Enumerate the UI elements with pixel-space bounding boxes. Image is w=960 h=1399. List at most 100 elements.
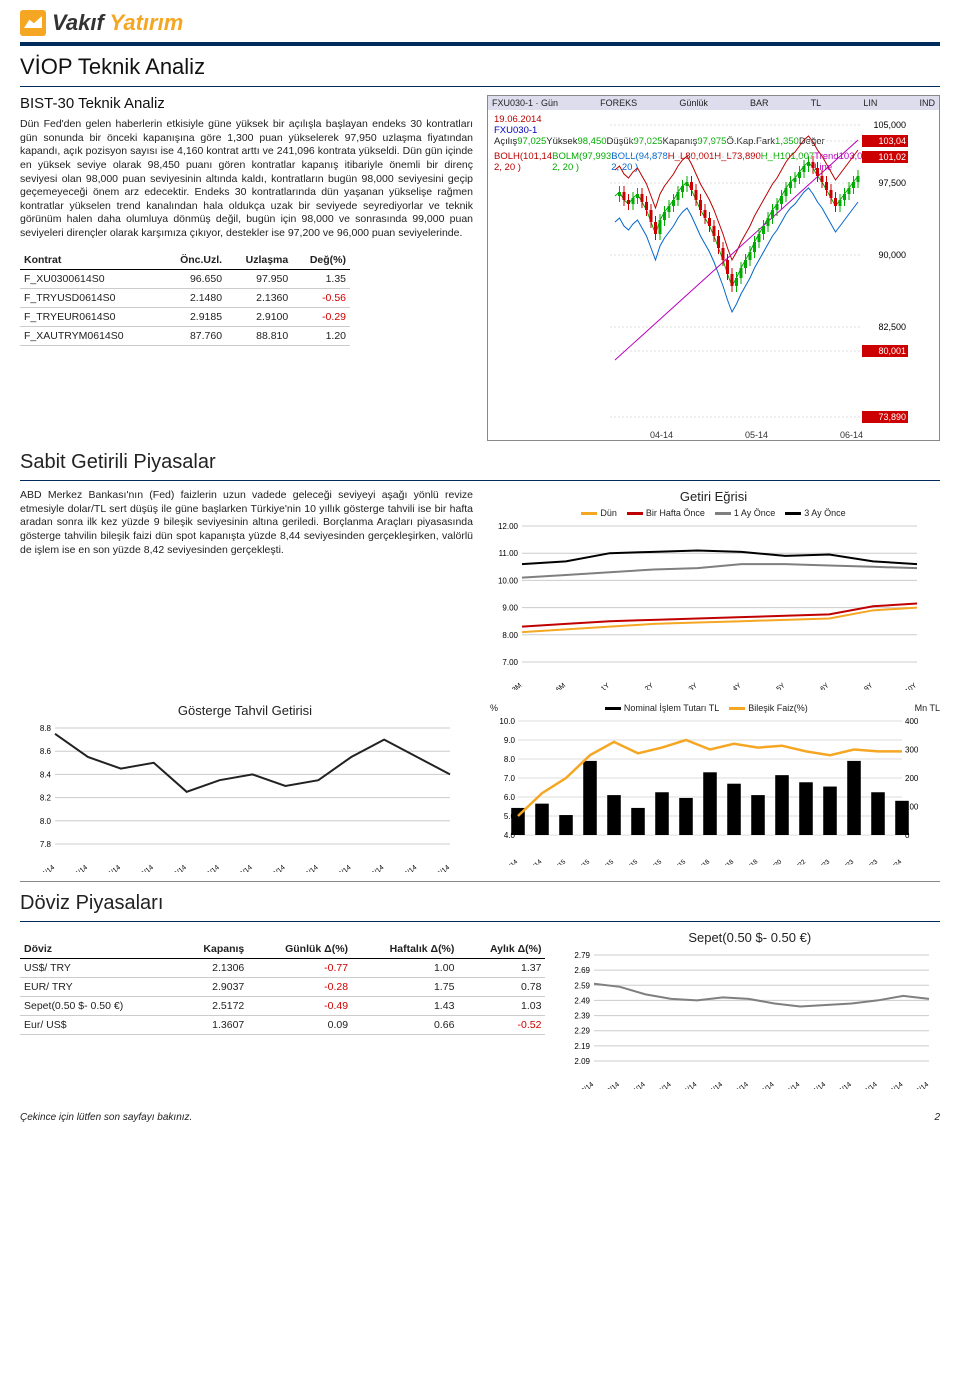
svg-text:23/05/14: 23/05/14 (64, 864, 89, 872)
footer: Çekince için lütfen son sayfayı bakınız.… (20, 1112, 940, 1123)
nominal-legend: % Nominal İşlem Tutarı TLBileşik Faiz(%)… (490, 703, 940, 713)
svg-text:7.00: 7.00 (502, 658, 518, 667)
svg-text:03/06/14: 03/06/14 (854, 1081, 879, 1089)
svg-text:11.00: 11.00 (499, 549, 519, 558)
svg-text:80,001: 80,001 (878, 346, 906, 356)
svg-text:18/05/15: 18/05/15 (617, 858, 640, 865)
nominal-chart: 10.09.08.07.06.05.04.0400300200100024/09… (490, 715, 930, 865)
svg-text:14/11/18: 14/11/18 (737, 858, 760, 865)
svg-text:13/01/22: 13/01/22 (785, 858, 808, 865)
svg-text:13/06/14: 13/06/14 (327, 864, 352, 872)
svg-text:04-14: 04-14 (650, 430, 673, 440)
viop-subtitle: BIST-30 Teknik Analiz (20, 95, 473, 112)
divider (20, 480, 940, 481)
svg-text:8.0: 8.0 (504, 755, 516, 764)
svg-text:07/10/15: 07/10/15 (665, 858, 688, 865)
svg-text:8.8: 8.8 (40, 724, 52, 733)
svg-text:14/02/18: 14/02/18 (713, 858, 736, 865)
svg-text:10/06/14: 10/06/14 (880, 1081, 905, 1089)
svg-text:8.6: 8.6 (40, 747, 52, 756)
gosterge-title: Gösterge Tahvil Getirisi (20, 703, 470, 718)
svg-text:4Y: 4Y (732, 682, 743, 690)
sepet-chart: 2.792.692.592.492.392.292.192.0918/03/14… (559, 949, 939, 1089)
doviz-title: Döviz Piyasaları (20, 892, 940, 915)
svg-text:17/06/14: 17/06/14 (905, 1081, 930, 1089)
kontrat-table: KontratÖnc.Uzl.UzlaşmaDeğ(%) F_XU0300614… (20, 251, 350, 346)
svg-text:05-14: 05-14 (745, 430, 768, 440)
svg-text:2.79: 2.79 (575, 951, 591, 960)
stock-date: 19.06.2014 (494, 114, 604, 125)
svg-text:90,000: 90,000 (878, 250, 906, 260)
stock-chart: FXU030-1 · GünFOREKSGünlükBARTLLININD 19… (487, 95, 940, 441)
svg-text:07/06/14: 07/06/14 (228, 864, 253, 872)
svg-text:19/11/14: 19/11/14 (521, 858, 544, 865)
svg-text:8.00: 8.00 (502, 631, 518, 640)
svg-text:9.0: 9.0 (504, 736, 516, 745)
logo-brand-a: Vakıf (52, 10, 104, 35)
svg-text:18/03/14: 18/03/14 (570, 1081, 595, 1089)
svg-text:06/05/14: 06/05/14 (751, 1081, 776, 1089)
divider (20, 921, 940, 922)
svg-text:73,890: 73,890 (878, 412, 906, 422)
svg-text:17/06/14: 17/06/14 (393, 864, 418, 872)
svg-text:2.39: 2.39 (575, 1012, 591, 1021)
svg-text:08/09/23: 08/09/23 (833, 858, 856, 865)
svg-text:6.0: 6.0 (504, 793, 516, 802)
svg-text:97,500: 97,500 (878, 178, 906, 188)
svg-text:9Y: 9Y (863, 682, 874, 690)
svg-text:2Y: 2Y (644, 682, 655, 690)
svg-text:1Y: 1Y (600, 682, 611, 690)
svg-text:9.00: 9.00 (502, 604, 518, 613)
svg-text:29/05/14: 29/05/14 (31, 864, 56, 872)
svg-text:5Y: 5Y (776, 682, 787, 690)
sepet-title: Sepet(0.50 $- 0.50 €) (559, 930, 940, 945)
stock-info: 19.06.2014 FXU030-1 Açılış97,025Yüksek98… (488, 110, 610, 440)
svg-text:300: 300 (905, 746, 919, 755)
svg-text:05/06/14: 05/06/14 (195, 864, 220, 872)
stock-chart-svg: 105,000103,04101,0297,50090,00082,50080,… (610, 110, 910, 440)
getiri-legend: DünBir Hafta Önce1 Ay Önce3 Ay Önce (487, 508, 940, 518)
svg-text:2.59: 2.59 (575, 981, 591, 990)
svg-text:30/05/14: 30/05/14 (97, 864, 122, 872)
svg-text:200: 200 (905, 774, 919, 783)
svg-text:25/03/15: 25/03/15 (569, 858, 592, 865)
svg-text:29/04/14: 29/04/14 (725, 1081, 750, 1089)
footer-page: 2 (934, 1112, 940, 1123)
svg-text:2.29: 2.29 (575, 1027, 591, 1036)
svg-text:01/04/14: 01/04/14 (622, 1081, 647, 1089)
svg-text:24/03/23: 24/03/23 (809, 858, 832, 865)
getiri-chart: 12.0011.0010.009.008.007.003M6M1Y2Y3Y4Y5… (487, 520, 927, 690)
svg-text:7.8: 7.8 (40, 840, 52, 849)
svg-text:2.09: 2.09 (575, 1057, 591, 1066)
svg-text:03/06/14: 03/06/14 (163, 864, 188, 872)
svg-text:12.00: 12.00 (498, 522, 519, 531)
logo-text: Vakıf Yatırım (52, 10, 183, 36)
svg-text:400: 400 (905, 717, 919, 726)
svg-text:24/09/14: 24/09/14 (497, 858, 520, 865)
svg-text:6M: 6M (555, 682, 567, 690)
svg-text:20/10/24: 20/10/24 (881, 858, 904, 865)
getiri-title: Getiri Eğrisi (487, 489, 940, 504)
svg-text:15/04/14: 15/04/14 (673, 1081, 698, 1089)
viop-title: VİOP Teknik Analiz (20, 54, 940, 80)
doviz-table: DövizKapanışGünlük Δ(%)Haftalık Δ(%)Aylı… (20, 940, 545, 1035)
divider (20, 86, 940, 87)
svg-text:06-14: 06-14 (840, 430, 863, 440)
svg-text:3M: 3M (511, 682, 523, 690)
logo-brand-b: Yatırım (110, 10, 184, 35)
svg-text:11/06/14: 11/06/14 (295, 864, 320, 872)
nominal-left-label: % (490, 703, 498, 713)
svg-text:2.19: 2.19 (575, 1042, 591, 1051)
footer-text: Çekince için lütfen son sayfayı bakınız. (20, 1112, 192, 1123)
svg-text:10Y: 10Y (904, 682, 918, 690)
svg-text:13/05/14: 13/05/14 (777, 1081, 802, 1089)
svg-text:07/01/15: 07/01/15 (545, 858, 568, 865)
svg-text:10.00: 10.00 (498, 576, 519, 585)
svg-text:25/03/14: 25/03/14 (596, 1081, 621, 1089)
nominal-right-label: Mn TL (915, 703, 940, 713)
svg-text:09/06/14: 09/06/14 (261, 864, 286, 872)
svg-text:6Y: 6Y (819, 682, 830, 690)
svg-text:7.0: 7.0 (504, 774, 516, 783)
svg-text:20/05/14: 20/05/14 (802, 1081, 827, 1089)
stock-symbol: FXU030-1 (494, 125, 604, 136)
